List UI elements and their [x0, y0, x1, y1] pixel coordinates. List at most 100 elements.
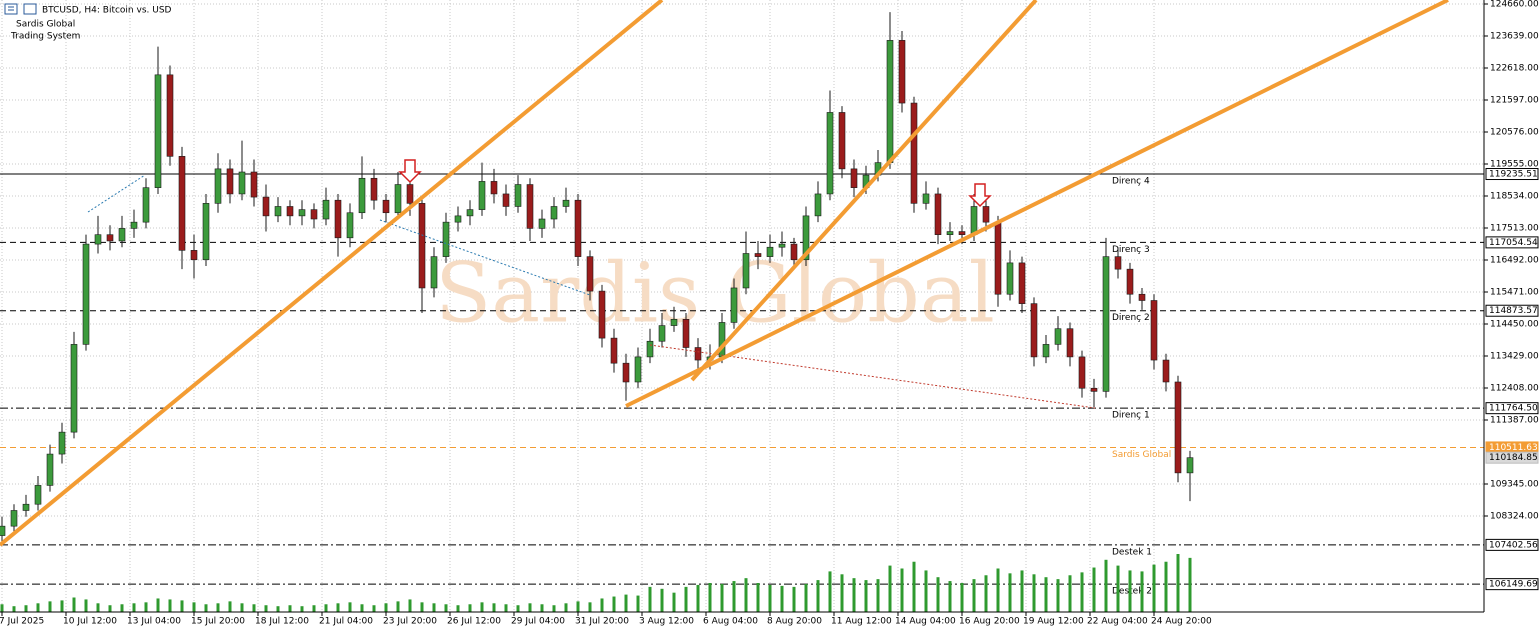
volume-bar: [900, 568, 904, 612]
x-tick-label: 22 Aug 04:00: [1087, 617, 1148, 627]
y-tick-label: 108324.00: [1490, 512, 1539, 522]
y-tick-label: 120576.00: [1490, 128, 1539, 138]
candle-body: [910, 102, 918, 204]
menu-icon[interactable]: [4, 3, 18, 15]
candle-body: [238, 171, 246, 195]
x-tick-label: 6 Aug 04:00: [703, 617, 758, 627]
x-tick-label: 21 Jul 04:00: [319, 617, 373, 627]
candle-body: [502, 193, 510, 207]
candle-body: [1030, 303, 1038, 358]
volume-bar: [936, 577, 940, 612]
candle-body: [742, 253, 750, 289]
indicator-name: Trading System: [10, 32, 80, 42]
candle-body: [298, 209, 306, 217]
level-name: Destek 1: [1112, 547, 1152, 557]
price-label-box: [1485, 168, 1539, 181]
volume-bar: [1164, 561, 1168, 612]
volume-bar: [180, 600, 184, 612]
candle-body: [10, 510, 18, 527]
zigzag-line: [649, 344, 1096, 409]
candle-body: [598, 290, 606, 339]
candle-body: [478, 181, 486, 210]
x-tick-label: 29 Jul 04:00: [511, 617, 565, 627]
candle-body: [310, 209, 318, 220]
x-tick-label: 7 Jul 2025: [0, 617, 44, 627]
volume-bar: [192, 602, 196, 612]
candle-body: [22, 503, 30, 511]
volume-bar: [36, 603, 40, 612]
volume-bar: [156, 598, 160, 612]
candle-body: [1126, 268, 1134, 295]
indicator-name: Sardis Global: [16, 20, 75, 30]
chart-icon[interactable]: [23, 3, 37, 15]
volume-bar: [744, 578, 748, 612]
watermark: Sardis Global: [435, 247, 995, 342]
volume-bar: [432, 603, 436, 612]
price-label: 106149.69: [1489, 580, 1538, 590]
candle-body: [490, 181, 498, 195]
candle-body: [754, 253, 762, 257]
volume-bar: [204, 604, 208, 612]
candle-body: [814, 193, 822, 217]
volume-bar: [480, 602, 484, 612]
volume-bar: [288, 605, 292, 612]
volume-bar: [684, 586, 688, 612]
volume-bar: [84, 599, 88, 612]
sell-arrow: [398, 159, 422, 184]
candle-body: [1078, 356, 1086, 389]
candle-body: [1006, 262, 1014, 295]
candle-body: [382, 199, 390, 214]
candle-body: [274, 206, 282, 217]
volume-bar: [360, 604, 364, 612]
candle-body: [982, 206, 990, 223]
candle-body: [1054, 328, 1062, 345]
y-tick-label: 111387.00: [1490, 416, 1539, 426]
grid: [0, 0, 1484, 612]
y-tick-label: 118534.00: [1490, 192, 1539, 202]
x-tick-label: 16 Aug 20:00: [959, 617, 1020, 627]
volume-bar: [312, 605, 316, 612]
candle-body: [166, 74, 174, 157]
volume-bar: [828, 571, 832, 612]
volume-bar: [216, 603, 220, 612]
candle-body: [622, 362, 630, 383]
volume-bar: [1140, 571, 1144, 612]
volume-bar: [816, 580, 820, 612]
volume-bar: [960, 583, 964, 612]
volume-bar: [780, 585, 784, 612]
volume-bar: [276, 606, 280, 612]
candle-body: [430, 256, 438, 289]
candle-body: [406, 184, 414, 204]
price-label: 119235.51: [1489, 170, 1538, 180]
volume-bar: [672, 592, 676, 612]
candle-body: [670, 319, 678, 326]
volume-bar: [732, 581, 736, 612]
volume-bar: [1104, 559, 1108, 612]
volume-bar: [636, 595, 640, 612]
volume-bar: [24, 605, 28, 612]
trend-line: [0, 0, 664, 547]
sell-arrow: [968, 183, 992, 208]
candle-body: [178, 156, 186, 251]
volume-bar: [1032, 574, 1036, 612]
candle-body: [550, 206, 558, 220]
candle-body: [586, 256, 594, 292]
level-name: Direnç 4: [1112, 177, 1150, 187]
y-tick-label: 119555.00: [1490, 160, 1539, 170]
volume-bar: [588, 602, 592, 612]
y-tick-label: 121597.00: [1490, 96, 1539, 106]
volume-bar: [108, 605, 112, 612]
volume-bar: [1152, 564, 1156, 612]
candle-body: [646, 340, 654, 358]
volume-bar: [792, 586, 796, 612]
volume-bar: [804, 583, 808, 612]
volume-bar: [612, 596, 616, 612]
volume-bar: [492, 603, 496, 612]
volume-bar: [264, 605, 268, 612]
chart-title: BTCUSD, H4: Bitcoin vs. USD: [42, 6, 172, 16]
candle-body: [934, 193, 942, 235]
y-tick-label: 124660.00: [1490, 0, 1539, 10]
volume-bar: [540, 604, 544, 612]
x-tick-label: 10 Jul 12:00: [63, 617, 117, 627]
price-label-box: [1485, 402, 1539, 415]
